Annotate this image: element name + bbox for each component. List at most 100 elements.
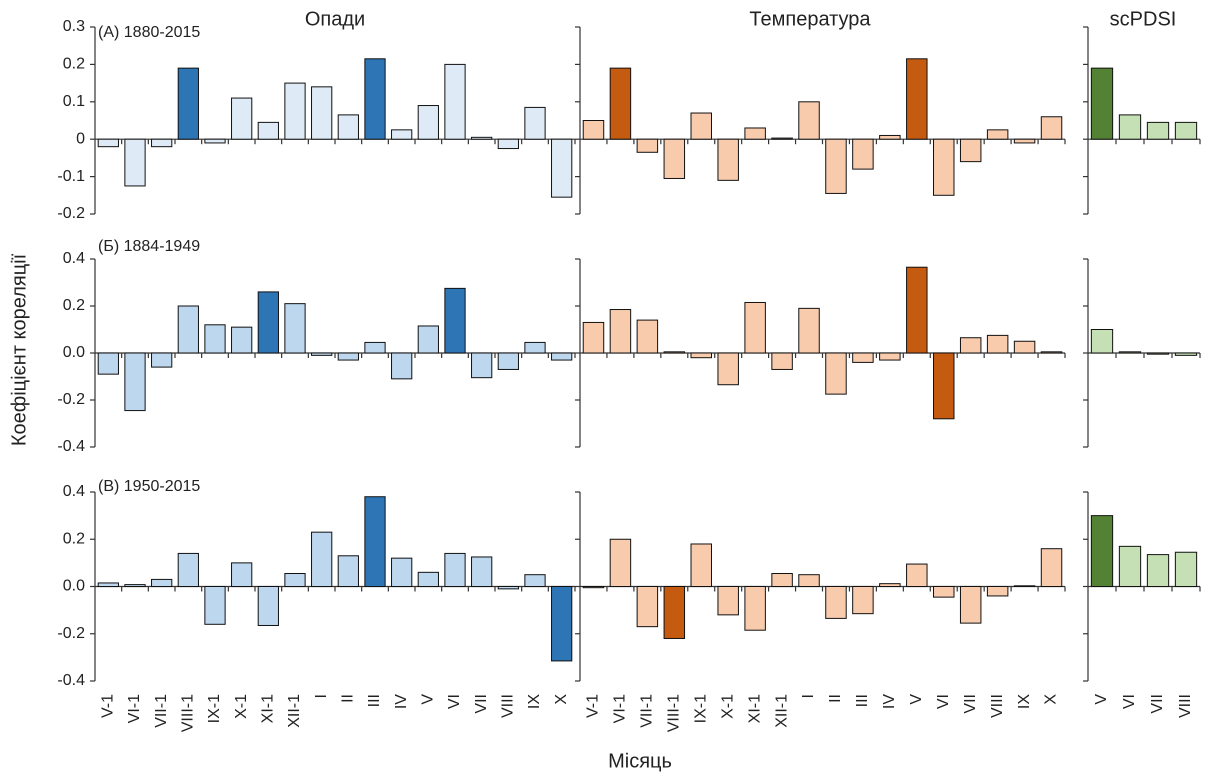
bar: [257, 121, 279, 140]
x-tick-label: II: [340, 694, 357, 703]
bar: [257, 586, 279, 626]
bar: [1118, 545, 1142, 588]
bar: [551, 352, 573, 361]
y-tick-label: -0.1: [57, 168, 85, 185]
bar: [771, 137, 793, 140]
column-title: scPDSI: [1110, 8, 1177, 30]
bar: [497, 138, 519, 150]
bar: [1040, 116, 1063, 140]
bar: [471, 556, 493, 587]
x-tick-label: VII-1: [639, 694, 656, 728]
bar: [284, 573, 306, 587]
column-title: Температура: [749, 8, 871, 30]
bar: [311, 352, 333, 356]
x-tick-label: XI-1: [746, 694, 763, 723]
x-tick-label: VII: [1149, 694, 1166, 714]
bar: [636, 138, 659, 153]
x-tick-label: III: [366, 694, 383, 707]
bar: [717, 138, 739, 181]
y-tick-label: 0.0: [63, 344, 85, 361]
bar: [1040, 548, 1063, 588]
bar: [231, 97, 253, 140]
x-tick-label: X-1: [233, 694, 250, 719]
bar: [97, 582, 119, 587]
bar: [663, 586, 686, 639]
bar: [204, 586, 226, 625]
bar: [636, 586, 659, 628]
bar: [124, 584, 146, 587]
y-tick-label: -0.2: [57, 205, 85, 222]
bar: [771, 352, 793, 370]
x-tick-label: VIII-1: [666, 694, 683, 732]
bar: [609, 538, 632, 587]
bar: [337, 555, 359, 587]
x-tick-label: VI: [446, 694, 463, 709]
y-tick-label: -0.4: [57, 672, 85, 689]
x-tick-label: I: [800, 694, 817, 698]
y-tick-label: -0.4: [57, 438, 85, 455]
bar: [663, 138, 686, 179]
bar: [151, 352, 173, 368]
bar: [444, 287, 466, 354]
x-tick-label: X: [553, 694, 570, 705]
bar: [337, 352, 359, 361]
bar: [151, 138, 173, 148]
bar: [825, 586, 847, 619]
x-tick-label: IX-1: [692, 694, 709, 723]
bar: [284, 82, 306, 140]
bar: [391, 129, 413, 140]
bar: [1090, 515, 1114, 587]
bar: [906, 58, 928, 140]
bar: [986, 586, 1009, 597]
y-tick-label: 0.2: [63, 56, 85, 73]
bar: [364, 58, 386, 140]
y-tick-label: 0.1: [63, 93, 85, 110]
bar: [798, 574, 820, 587]
x-tick-label: VIII: [500, 694, 517, 718]
x-tick-label: VIII-1: [180, 694, 197, 732]
x-tick-label: V: [420, 694, 437, 705]
y-tick-label: 0.2: [63, 530, 85, 547]
bar: [744, 301, 766, 354]
bar: [852, 352, 874, 363]
x-tick-label: I: [313, 694, 330, 698]
x-tick-label: III: [854, 694, 871, 707]
x-tick-label: VII: [962, 694, 979, 714]
x-tick-label: V: [908, 694, 925, 705]
x-tick-label: VII-1: [153, 694, 170, 728]
bar: [959, 586, 982, 624]
bar: [177, 552, 199, 587]
bar: [524, 106, 546, 140]
x-tick-label: V-1: [585, 694, 602, 718]
bar: [311, 531, 333, 587]
x-tick-label: VI: [935, 694, 952, 709]
bar: [337, 114, 359, 140]
bar: [471, 352, 493, 379]
bar: [1118, 351, 1142, 354]
bar: [798, 101, 820, 140]
y-tick-label: 0.4: [63, 250, 85, 267]
bar: [177, 67, 199, 140]
y-tick-label: 0.4: [63, 483, 85, 500]
x-tick-label: VI-1: [126, 694, 143, 723]
bar: [1040, 351, 1063, 354]
bar: [257, 291, 279, 354]
bar: [231, 562, 253, 587]
x-tick-label: VII: [473, 694, 490, 714]
panel-label: (Б) 1884-1949: [98, 238, 200, 255]
y-tick-label: 0: [76, 130, 85, 147]
bar: [444, 552, 466, 587]
bar: [717, 586, 739, 616]
bar: [151, 578, 173, 587]
bar: [1013, 138, 1036, 144]
bar: [124, 138, 146, 187]
y-tick-label: 0.3: [63, 18, 85, 35]
y-axis-label: Коефіцієнт кореляції: [8, 253, 30, 446]
y-tick-label: 0.2: [63, 297, 85, 314]
bar: [204, 138, 226, 144]
bar: [97, 352, 119, 375]
bar: [879, 583, 901, 587]
bar: [1146, 352, 1170, 355]
bar: [986, 129, 1009, 140]
bar: [986, 334, 1009, 354]
